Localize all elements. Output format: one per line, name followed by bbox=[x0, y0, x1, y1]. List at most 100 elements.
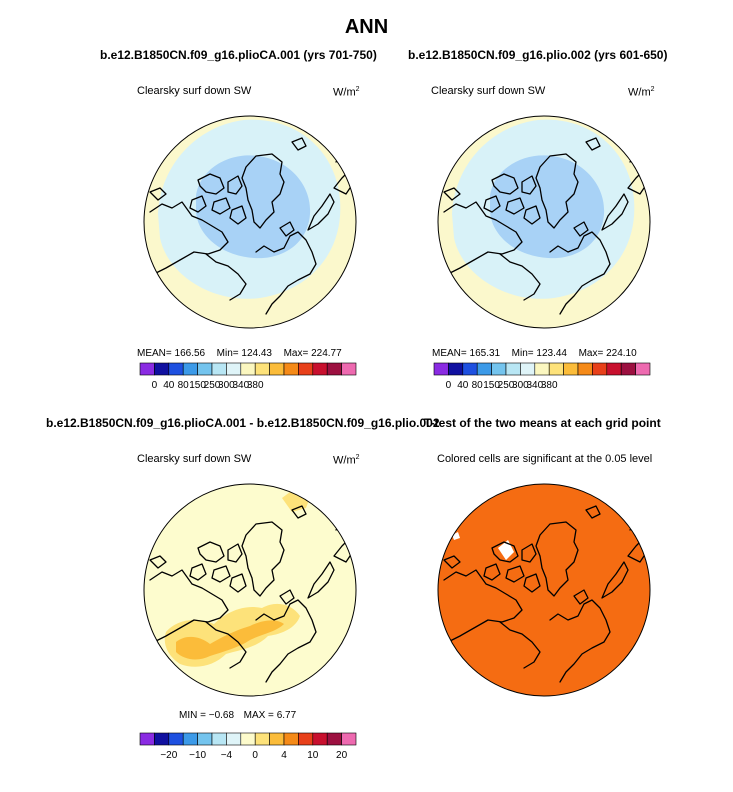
max-label: Max= bbox=[578, 348, 604, 359]
colorbar-swatch bbox=[448, 362, 464, 376]
colorbar-tick-label: −20 bbox=[160, 750, 177, 761]
colorbar-swatch bbox=[226, 732, 242, 746]
map-boundary bbox=[143, 115, 357, 329]
colorbar-tick-label: 250 bbox=[498, 380, 515, 391]
panel-4-title: T-test of the two means at each grid poi… bbox=[424, 416, 661, 430]
colorbar-swatch bbox=[254, 362, 270, 376]
colorbar-swatch bbox=[139, 362, 155, 376]
panel-2-units: W/m2 bbox=[628, 86, 655, 99]
colorbar-swatch bbox=[563, 362, 579, 376]
colorbar-swatch bbox=[269, 732, 285, 746]
colorbar-tick-label: 150 bbox=[483, 380, 500, 391]
colorbar-swatch bbox=[341, 362, 357, 376]
units-base: W/m bbox=[333, 454, 356, 467]
colorbar-swatch bbox=[240, 732, 256, 746]
colorbar-tick-label: 10 bbox=[307, 750, 319, 761]
colorbar-tick-label: 250 bbox=[204, 380, 221, 391]
colorbar-tick-label: 150 bbox=[189, 380, 206, 391]
colorbar-swatch bbox=[505, 362, 521, 376]
colorbar-tick-label: 380 bbox=[541, 380, 558, 391]
colorbar-swatch bbox=[326, 732, 342, 746]
max-value: 6.77 bbox=[276, 710, 297, 721]
map-boundary bbox=[437, 483, 651, 697]
panel-2-stats: MEAN= 165.31 Min= 123.44 Max= 224.10 bbox=[432, 348, 637, 359]
colorbar-swatch bbox=[326, 362, 342, 376]
map-boundary bbox=[143, 483, 357, 697]
colorbar-swatch bbox=[312, 732, 328, 746]
max-value: 224.77 bbox=[311, 348, 342, 359]
panel-1-units: W/m2 bbox=[333, 86, 360, 99]
panel-3-title: b.e12.B1850CN.f09_g16.plioCA.001 - b.e12… bbox=[46, 416, 440, 430]
panel-4-variable: Colored cells are significant at the 0.0… bbox=[437, 453, 653, 465]
colorbar-swatch bbox=[283, 362, 299, 376]
panel-3-units: W/m2 bbox=[333, 454, 360, 467]
colorbar-swatch bbox=[433, 362, 449, 376]
colorbar-swatch bbox=[154, 732, 170, 746]
min-value: 123.44 bbox=[536, 348, 567, 359]
map-boundary bbox=[437, 115, 651, 329]
panel-1-stats: MEAN= 166.56 Min= 124.43 Max= 224.77 bbox=[137, 348, 342, 359]
colorbar-swatch bbox=[491, 362, 507, 376]
colorbar-swatch bbox=[168, 732, 184, 746]
units-base: W/m bbox=[628, 86, 651, 99]
mean-value: 165.31 bbox=[469, 348, 501, 359]
colorbar-tick-label: 340 bbox=[232, 380, 249, 391]
colorbar-swatch bbox=[182, 362, 198, 376]
colorbar-swatch bbox=[211, 732, 227, 746]
colorbar-swatch bbox=[462, 362, 478, 376]
map-panel-2 bbox=[437, 115, 651, 329]
colorbar-tick-label: 0 bbox=[252, 750, 258, 761]
colorbar-swatch bbox=[269, 362, 285, 376]
colorbar-swatch bbox=[168, 362, 184, 376]
main-title: ANN bbox=[344, 16, 389, 38]
colorbar-swatch bbox=[211, 362, 227, 376]
diff-background bbox=[144, 484, 356, 696]
mean-label: MEAN= bbox=[137, 348, 172, 359]
min-label: MIN = bbox=[179, 710, 206, 721]
significant-cells bbox=[438, 484, 650, 696]
colorbar-tick-label: 20 bbox=[336, 750, 348, 761]
colorbar-tick-label: 80 bbox=[178, 380, 190, 391]
min-label: Min= bbox=[216, 348, 239, 359]
max-value: 224.10 bbox=[606, 348, 637, 359]
colorbar-swatch bbox=[577, 362, 593, 376]
colorbar-tick-label: −4 bbox=[221, 750, 233, 761]
colorbar-swatch bbox=[548, 362, 564, 376]
colorbar-swatch bbox=[283, 732, 299, 746]
colorbar-swatch bbox=[298, 362, 314, 376]
map-panel-1 bbox=[143, 115, 357, 329]
colorbar-swatch bbox=[197, 732, 213, 746]
min-label: Min= bbox=[511, 348, 534, 359]
colorbar-panel-3: −20 −10 −4 0 4 10 20 bbox=[139, 732, 357, 761]
mean-label: MEAN= bbox=[432, 348, 467, 359]
panel-2-title: b.e12.B1850CN.f09_g16.plio.002 (yrs 601-… bbox=[408, 48, 668, 62]
mean-value: 166.56 bbox=[174, 348, 206, 359]
colorbar-swatch bbox=[312, 362, 328, 376]
colorbar-swatch bbox=[592, 362, 608, 376]
panel-1-variable: Clearsky surf down SW bbox=[137, 85, 252, 97]
colorbar-swatch bbox=[182, 732, 198, 746]
panel-3-variable: Clearsky surf down SW bbox=[137, 453, 252, 465]
positive-anomaly-strong bbox=[176, 620, 284, 660]
min-value: 124.43 bbox=[241, 348, 272, 359]
units-exponent: 2 bbox=[650, 86, 655, 93]
colorbar-tick-label: 300 bbox=[512, 380, 529, 391]
inner-core bbox=[196, 155, 311, 259]
colorbar-swatch bbox=[635, 362, 651, 376]
colorbar-swatch bbox=[254, 732, 270, 746]
units-exponent: 2 bbox=[355, 86, 360, 93]
colorbar-swatch bbox=[476, 362, 492, 376]
colorbar-swatch bbox=[240, 362, 256, 376]
colorbar-tick-label: 80 bbox=[472, 380, 484, 391]
panel-3-stats: MIN = −0.68 MAX = 6.77 bbox=[179, 710, 296, 721]
colorbar-tick-label: 380 bbox=[247, 380, 264, 391]
colorbar-swatch bbox=[197, 362, 213, 376]
colorbar-swatch bbox=[139, 732, 155, 746]
colorbar-swatch bbox=[341, 732, 357, 746]
colorbar-tick-label: −10 bbox=[189, 750, 206, 761]
min-value: −0.68 bbox=[208, 710, 235, 721]
colorbar-swatch bbox=[606, 362, 622, 376]
units-base: W/m bbox=[333, 86, 356, 99]
